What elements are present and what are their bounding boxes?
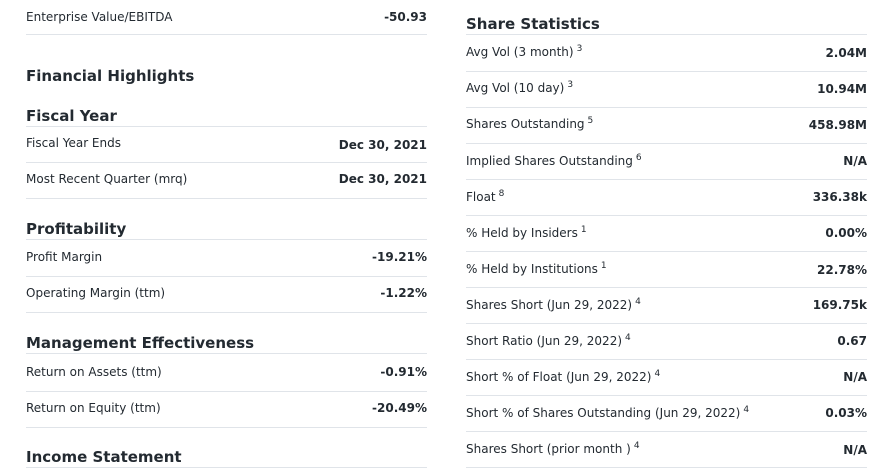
footnote-marker: 4 [743, 405, 750, 415]
short-percent-of-float-row: Short % of Float (Jun 29, 2022) 4 N/A [466, 360, 867, 396]
footnote-marker: 6 [635, 153, 642, 163]
row-value: N/A [843, 370, 867, 384]
share-statistics-heading: Share Statistics [466, 15, 867, 35]
footnote-marker: 4 [625, 333, 631, 343]
row-label: % Held by Institutions 1 [466, 261, 607, 277]
short-percent-of-shares-outstanding-row: Short % of Shares Outstanding (Jun 29, 2… [466, 396, 867, 432]
footnote-marker: 3 [567, 80, 574, 90]
fiscal-year-heading: Fiscal Year [26, 107, 427, 127]
shares-short-prior-month-row: Shares Short (prior month ) 4 N/A [466, 432, 867, 468]
avg-vol-10-day-row: Avg Vol (10 day) 3 10.94M [466, 72, 867, 108]
row-label: Return on Assets (ttm) [26, 365, 162, 379]
row-label: Avg Vol (10 day) 3 [466, 80, 574, 96]
row-label: Profit Margin [26, 250, 103, 264]
row-label: Implied Shares Outstanding 6 [466, 153, 642, 169]
footnote-marker: 1 [580, 225, 587, 235]
management-effectiveness-heading: Management Effectiveness [26, 334, 427, 354]
row-value: 0.00% [825, 226, 867, 240]
profitability-heading: Profitability [26, 220, 427, 240]
shares-outstanding-row: Shares Outstanding 5 458.98M [466, 108, 867, 144]
footnote-marker: 4 [654, 369, 661, 379]
footnote-marker: 1 [600, 261, 607, 271]
held-by-institutions-row: % Held by Institutions 1 22.78% [466, 252, 867, 288]
row-label: Operating Margin (ttm) [26, 286, 166, 300]
row-value: -1.22% [380, 286, 427, 300]
financial-highlights-heading: Financial Highlights [26, 67, 195, 85]
row-label: Short % of Float (Jun 29, 2022) 4 [466, 369, 661, 385]
row-value: 169.75k [812, 298, 867, 312]
row-label: Short Ratio (Jun 29, 2022) 4 [466, 333, 631, 349]
row-label: Shares Short (prior month ) 4 [466, 441, 640, 457]
implied-shares-outstanding-row: Implied Shares Outstanding 6 N/A [466, 144, 867, 180]
row-value: -50.93 [384, 10, 427, 24]
row-value: 0.67 [837, 334, 867, 348]
footnote-marker: 3 [576, 44, 583, 54]
row-label: Shares Short (Jun 29, 2022) 4 [466, 297, 641, 313]
row-value: Dec 30, 2021 [338, 138, 427, 152]
held-by-insiders-row: % Held by Insiders 1 0.00% [466, 216, 867, 252]
short-ratio-row: Short Ratio (Jun 29, 2022) 4 0.67 [466, 324, 867, 360]
row-value: N/A [843, 443, 867, 457]
return-on-equity-row: Return on Equity (ttm) -20.49% [26, 392, 427, 428]
row-value: 0.03% [825, 406, 867, 420]
row-value: 22.78% [817, 263, 867, 277]
enterprise-value-ebitda-row: Enterprise Value/EBITDA -50.93 [26, 0, 427, 35]
return-on-assets-row: Return on Assets (ttm) -0.91% [26, 356, 427, 392]
row-value: 10.94M [817, 82, 867, 96]
footnote-marker: 8 [498, 189, 505, 199]
profit-margin-row: Profit Margin -19.21% [26, 241, 427, 277]
row-label: Shares Outstanding 5 [466, 116, 594, 132]
income-statement-heading: Income Statement [26, 448, 427, 468]
row-label: % Held by Insiders 1 [466, 225, 587, 241]
shares-short-row: Shares Short (Jun 29, 2022) 4 169.75k [466, 288, 867, 324]
most-recent-quarter-row: Most Recent Quarter (mrq) Dec 30, 2021 [26, 163, 427, 199]
row-value: -19.21% [372, 250, 427, 264]
row-value: 458.98M [808, 118, 867, 132]
row-label: Float 8 [466, 189, 505, 205]
row-label: Return on Equity (ttm) [26, 401, 161, 415]
row-label: Avg Vol (3 month) 3 [466, 44, 583, 60]
fiscal-year-ends-row: Fiscal Year Ends Dec 30, 2021 [26, 127, 427, 163]
row-value: -20.49% [372, 401, 427, 415]
row-label: Enterprise Value/EBITDA [26, 10, 173, 24]
row-label: Fiscal Year Ends [26, 136, 121, 150]
row-value: 336.38k [812, 190, 867, 204]
footnote-marker: 4 [633, 441, 640, 451]
footnote-marker: 4 [635, 297, 641, 307]
row-value: N/A [843, 154, 867, 168]
avg-vol-3-month-row: Avg Vol (3 month) 3 2.04M [466, 36, 867, 72]
row-value: Dec 30, 2021 [338, 172, 427, 186]
float-row: Float 8 336.38k [466, 180, 867, 216]
footnote-marker: 5 [587, 116, 594, 126]
row-label: Short % of Shares Outstanding (Jun 29, 2… [466, 405, 750, 421]
row-value: -0.91% [380, 365, 427, 379]
row-value: 2.04M [825, 46, 867, 60]
operating-margin-row: Operating Margin (ttm) -1.22% [26, 277, 427, 313]
row-label: Most Recent Quarter (mrq) [26, 172, 188, 186]
